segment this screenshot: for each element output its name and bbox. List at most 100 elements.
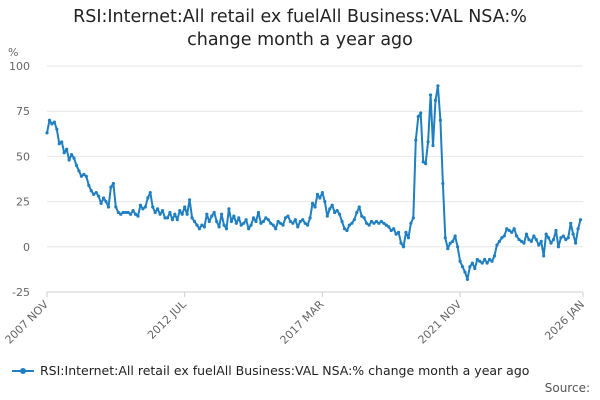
data-point	[460, 265, 465, 269]
data-point	[374, 219, 379, 224]
data-point	[335, 209, 339, 213]
data-point	[534, 237, 538, 242]
data-point	[67, 158, 71, 162]
y-tick-label: 75	[16, 105, 30, 118]
data-point	[180, 212, 184, 216]
chart-title: RSI:Internet:All retail ex fuelAll Busin…	[73, 7, 527, 50]
data-point	[480, 261, 484, 265]
data-point	[146, 196, 150, 200]
data-point	[254, 219, 258, 224]
data-point	[84, 174, 88, 178]
data-point	[160, 209, 165, 213]
data-point	[242, 221, 246, 225]
data-point	[234, 221, 238, 225]
data-point	[367, 223, 371, 227]
data-point	[148, 190, 152, 195]
data-point	[217, 225, 221, 229]
data-point	[301, 218, 305, 222]
data-point	[151, 205, 155, 209]
data-point	[554, 228, 558, 233]
data-point	[505, 227, 509, 231]
data-point	[512, 227, 516, 231]
data-point	[443, 236, 447, 240]
data-point	[224, 227, 229, 231]
data-point	[136, 214, 140, 218]
data-point	[259, 221, 263, 225]
data-point	[485, 261, 489, 265]
data-point	[396, 230, 401, 234]
data-point	[281, 223, 285, 227]
data-point	[352, 218, 356, 222]
data-point	[387, 225, 391, 229]
source-label: Source:	[544, 381, 590, 395]
y-tick-label: -25	[12, 286, 30, 299]
data-point	[185, 212, 189, 216]
legend-label: RSI:Internet:All retail ex fuelAll Busin…	[40, 363, 529, 378]
data-point	[409, 221, 413, 225]
data-point	[89, 189, 93, 193]
data-point	[247, 227, 251, 231]
data-point	[173, 212, 177, 216]
data-point	[74, 163, 79, 168]
data-point	[104, 200, 108, 204]
data-point	[227, 207, 231, 211]
data-point	[542, 254, 546, 258]
data-point	[50, 122, 54, 126]
data-point	[188, 198, 192, 202]
data-point	[165, 216, 170, 220]
data-point	[94, 190, 98, 195]
data-point	[544, 232, 548, 236]
data-point	[453, 234, 457, 238]
data-point	[251, 216, 256, 220]
data-point	[178, 209, 182, 213]
data-point	[350, 221, 354, 225]
x-tick-label: 2012 JUL	[145, 297, 189, 341]
data-point	[138, 203, 143, 207]
data-point	[328, 207, 332, 211]
data-point	[546, 236, 551, 240]
data-point	[264, 216, 268, 220]
data-point	[404, 230, 408, 234]
data-point	[559, 236, 563, 240]
data-point	[426, 140, 430, 144]
data-point	[362, 216, 366, 220]
data-point	[45, 131, 49, 135]
data-point	[473, 266, 477, 271]
data-point	[278, 221, 283, 225]
data-point	[492, 254, 497, 258]
data-point	[497, 239, 502, 243]
data-point	[244, 218, 248, 222]
data-point	[539, 239, 543, 243]
data-point	[522, 241, 526, 245]
data-point	[97, 194, 101, 198]
legend[interactable]: RSI:Internet:All retail ex fuelAll Busin…	[12, 363, 529, 378]
data-point	[392, 227, 396, 231]
x-tick-label: 2026 JAN	[542, 298, 587, 343]
data-point	[379, 219, 383, 224]
data-point	[274, 227, 278, 231]
data-point	[576, 227, 580, 231]
data-point	[487, 257, 492, 262]
data-point	[574, 241, 578, 245]
data-point	[229, 219, 234, 224]
data-point	[114, 205, 118, 209]
data-point	[360, 214, 364, 218]
x-tick-label: 2007 NOV	[3, 298, 52, 347]
data-point	[347, 223, 352, 227]
data-point	[389, 228, 393, 233]
data-point	[414, 138, 418, 142]
data-point	[303, 221, 307, 225]
data-point	[200, 223, 204, 227]
data-point	[308, 216, 312, 220]
data-point	[306, 223, 310, 227]
data-point	[202, 225, 206, 229]
data-point	[411, 216, 415, 220]
data-point	[57, 142, 61, 146]
data-point	[158, 212, 162, 216]
data-point	[101, 196, 106, 200]
data-point	[60, 140, 64, 144]
data-point	[163, 216, 167, 220]
data-point	[47, 118, 52, 122]
data-point	[537, 243, 541, 247]
